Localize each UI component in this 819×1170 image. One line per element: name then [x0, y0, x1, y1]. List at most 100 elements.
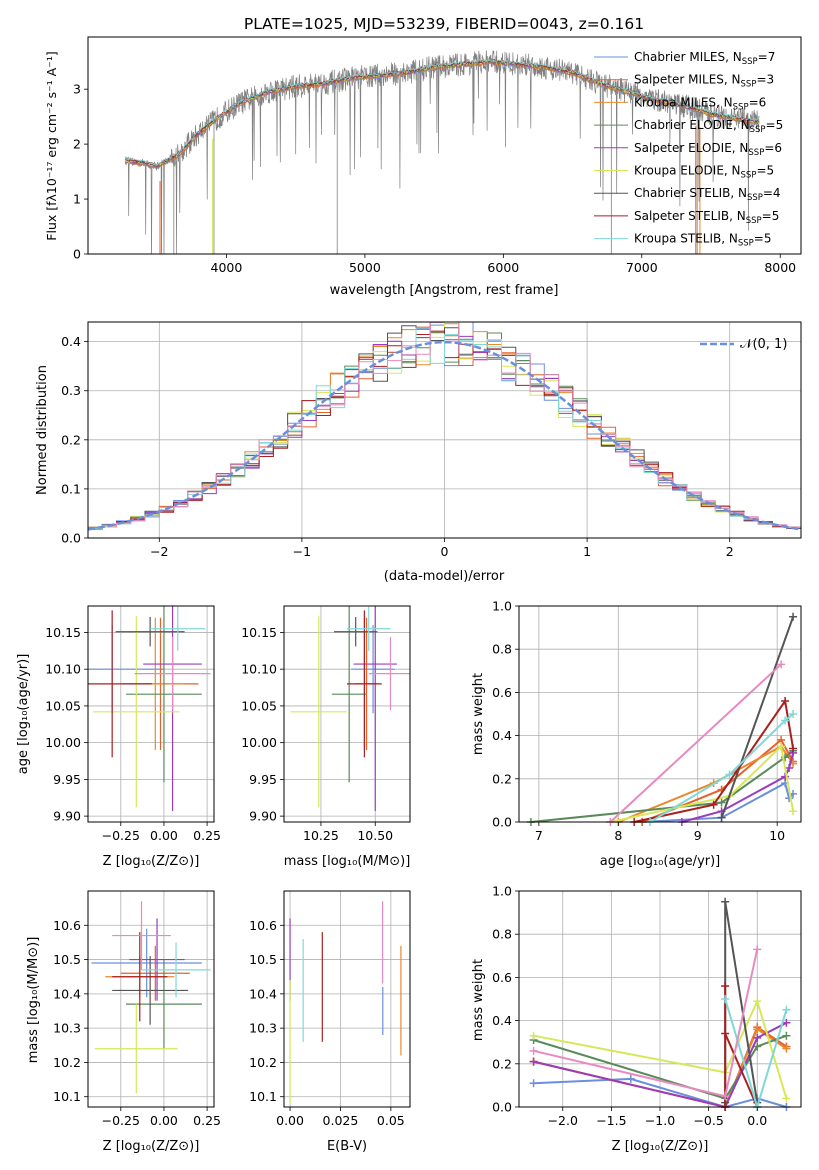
y-tick-label: 10.15: [45, 625, 81, 640]
legend-label: Kroupa STELIB, NSSP=5: [634, 232, 772, 249]
y-tick-label: 0.2: [61, 432, 81, 447]
mass-weight-marker: [717, 798, 726, 807]
mass-weight-marker: [721, 1092, 730, 1101]
age-vs-mass-frame: [283, 605, 411, 823]
legend-label: Salpeter MILES, NSSP=3: [634, 73, 774, 90]
y-tick-label: 10.2: [249, 1055, 277, 1070]
x-tick-label: 1: [583, 544, 591, 559]
mass-vs-ebv-ticks: 0.00 0.025 0.05 10.1 10.2 10.3 10.4 10.5 10.6: [249, 918, 405, 1128]
gaussian-legend-label: 𝒩(0, 1): [740, 337, 787, 352]
x-tick-label: 10: [769, 828, 785, 843]
x-tick-label: 0.00: [150, 828, 178, 843]
legend-label-sub: SSP: [742, 57, 758, 67]
y-tick-label: 10.6: [249, 918, 277, 933]
legend-label-sub: SSP: [750, 125, 766, 135]
mass-weight-line: [633, 698, 795, 823]
legend-label-text: Chabrier MILES, N: [634, 50, 742, 64]
mass-weight-marker: [529, 1046, 538, 1055]
legend-label: Kroupa MILES, NSSP=6: [634, 95, 766, 112]
mass-weight-vs-age-xlabel: age [log₁₀(age/yr)]: [600, 854, 721, 869]
x-tick-label: 0: [441, 544, 449, 559]
y-tick-label: 10.00: [45, 735, 81, 750]
mass-weight-marker: [789, 744, 798, 753]
legend-label-sub: SSP: [741, 171, 757, 181]
mass-weight-marker: [753, 1033, 762, 1042]
mass-weight-vs-z-ticks: −2.0 −1.5 −1.0 −0.5 0.0 0.0 0.2 0.4 0.6 0.8 1.0: [492, 884, 767, 1129]
mass-weight-line: [533, 998, 788, 1099]
y-tick-label: 10.6: [53, 918, 81, 933]
mass-weight-vs-age-series: [526, 612, 798, 826]
spectrum-ticks: 4000 5000 6000 7000 8000 0 1 2 3: [73, 82, 796, 275]
y-tick-label: 0.0: [492, 815, 512, 830]
mass-weight-marker: [721, 982, 730, 991]
legend-label: Chabrier ELODIE, NSSP=5: [634, 118, 783, 135]
x-tick-label: −1.5: [596, 1113, 626, 1128]
legend-label-text: Chabrier ELODIE, N: [634, 118, 750, 132]
y-tick-label: 0.6: [492, 685, 512, 700]
legend-label: Chabrier STELIB, NSSP=4: [634, 186, 781, 203]
y-tick-label: 0.2: [492, 1056, 512, 1071]
x-tick-label: 10.50: [357, 828, 393, 843]
mass-vs-z-ylabel: mass [log₁₀(M/M⊙)]: [26, 937, 41, 1064]
mass-weight-marker: [721, 897, 730, 906]
mass-weight-marker: [781, 716, 790, 725]
y-tick-label: 10.00: [241, 735, 277, 750]
mass-weight-marker: [781, 697, 790, 706]
x-tick-label: 8: [614, 828, 622, 843]
legend-label: Kroupa ELODIE, NSSP=5: [634, 164, 774, 181]
mass-weight-marker: [782, 1031, 791, 1040]
model-spectrum: [125, 59, 760, 168]
mass-weight-marker: [753, 1025, 762, 1034]
mass-weight-vs-z-grid: [519, 890, 801, 1108]
mass-weight-line: [724, 986, 759, 1108]
mass-weight-marker: [789, 612, 798, 621]
spectrum-panel: PLATE=1025, MJD=53239, FIBERID=0043, z=0…: [44, 15, 802, 298]
mass-vs-ebv-panel: 0.00 0.025 0.05 10.1 10.2 10.3 10.4 10.5 10.6 E(…: [249, 890, 411, 1154]
mass-weight-marker: [782, 1094, 791, 1103]
x-tick-label: −2: [150, 544, 168, 559]
age-vs-z-points: [88, 606, 211, 811]
residual-xlabel: (data-model)/error: [384, 569, 505, 584]
legend-label-tail: =5: [766, 118, 784, 132]
mass-weight-line: [530, 749, 794, 823]
legend-label-sub: SSP: [738, 239, 754, 249]
spectrum-title: PLATE=1025, MJD=53239, FIBERID=0043, z=0…: [244, 15, 644, 33]
y-tick-label: 10.2: [53, 1055, 81, 1070]
mass-weight-line: [720, 616, 795, 819]
x-tick-label: 0.025: [323, 1113, 359, 1128]
y-tick-label: 10.5: [249, 952, 277, 967]
x-tick-label: −2.0: [548, 1113, 578, 1128]
y-tick-label: 0.1: [61, 481, 81, 496]
mass-vs-ebv-points: [289, 901, 402, 1104]
y-tick-label: 1.0: [492, 884, 512, 899]
legend-label-text: Kroupa STELIB, N: [634, 232, 738, 246]
x-tick-label: 0.00: [150, 1113, 178, 1128]
y-tick-label: 9.95: [53, 772, 81, 787]
gaussian-curve: [87, 340, 799, 531]
mass-weight-marker: [709, 800, 718, 809]
x-tick-label: 9: [694, 828, 702, 843]
y-tick-label: 2: [73, 137, 81, 152]
y-tick-label: 10.5: [53, 952, 81, 967]
legend-label-text: Chabrier STELIB, N: [634, 186, 747, 200]
residual-panel: −2 −1 0 1 2 0.0 0.1 0.2 0.3 0.4 (data-model)/erro…: [35, 321, 802, 584]
mass-vs-ebv-frame: [283, 890, 411, 1108]
mass-weight-marker: [789, 710, 798, 718]
y-tick-label: 10.4: [53, 986, 81, 1001]
legend-label: Salpeter STELIB, NSSP=5: [634, 209, 779, 226]
age-vs-z-ticks: −0.25 0.00 0.25 9.90 9.95 10.00 10.05 10.10 10.1…: [45, 625, 221, 843]
mass-weight-vs-age-panel: 7 8 9 10 0.0 0.2 0.4 0.6 0.8 1.0 age [log₁₀(age/y…: [471, 599, 802, 869]
mass-weight-marker: [777, 660, 786, 669]
mass-weight-marker: [721, 995, 730, 1003]
x-tick-label: 7000: [626, 260, 658, 275]
y-tick-label: 10.3: [53, 1021, 81, 1036]
x-tick-label: 0.0: [747, 1113, 767, 1128]
mass-vs-z-ticks: −0.25 0.00 0.25 10.1 10.2 10.3 10.4 10.5 10.6: [53, 918, 221, 1128]
mass-vs-z-frame: [87, 890, 215, 1108]
legend-label-text: Kroupa MILES, N: [634, 95, 733, 109]
spectrum-ylabel: Flux [fλ10⁻¹⁷ erg cm⁻² s⁻¹ A⁻¹]: [44, 51, 59, 240]
legend-label-sub: SSP: [741, 80, 757, 90]
mass-weight-marker: [626, 1074, 635, 1083]
